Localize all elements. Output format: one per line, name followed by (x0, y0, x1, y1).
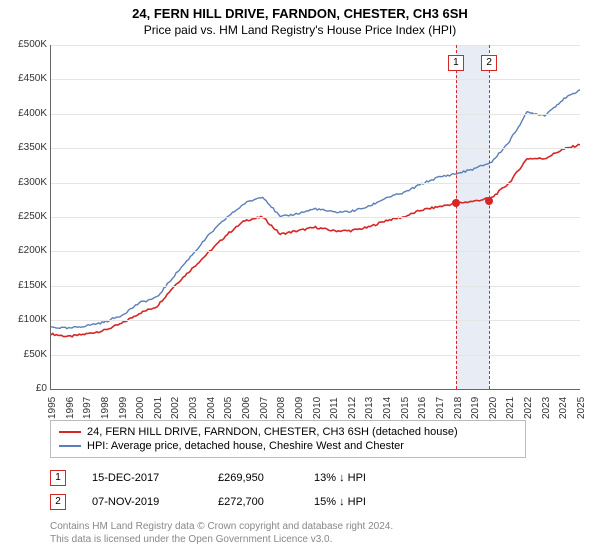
x-axis-tick-label: 2023 (541, 397, 552, 419)
x-axis-tick-label: 1995 (47, 397, 58, 419)
x-axis-tick-label: 2008 (276, 397, 287, 419)
series-line-property (51, 144, 580, 336)
sale-marker-box: 1 (448, 55, 464, 71)
sale-row-marker: 1 (50, 470, 66, 486)
gridline (51, 251, 580, 252)
gridline (51, 355, 580, 356)
x-axis-tick-label: 2022 (523, 397, 534, 419)
gridline (51, 45, 580, 46)
x-axis-tick-label: 2009 (294, 397, 305, 419)
x-axis-tick-label: 2024 (558, 397, 569, 419)
chart-title: 24, FERN HILL DRIVE, FARNDON, CHESTER, C… (0, 0, 600, 21)
x-axis-tick-label: 1998 (100, 397, 111, 419)
sale-row: 1 15-DEC-2017 £269,950 13% ↓ HPI (50, 466, 414, 490)
legend-label: 24, FERN HILL DRIVE, FARNDON, CHESTER, C… (87, 426, 458, 438)
sale-price: £269,950 (218, 472, 288, 484)
x-axis-tick-label: 1999 (118, 397, 129, 419)
gridline (51, 217, 580, 218)
x-axis-tick-label: 2014 (382, 397, 393, 419)
y-axis-tick-label: £150K (1, 280, 47, 291)
gridline (51, 79, 580, 80)
footer-line2: This data is licensed under the Open Gov… (50, 533, 393, 546)
x-axis-tick-label: 2010 (312, 397, 323, 419)
x-axis-tick-label: 2017 (435, 397, 446, 419)
y-axis-tick-label: £0 (1, 383, 47, 394)
sale-marker-line (456, 45, 457, 389)
y-axis-tick-label: £400K (1, 108, 47, 119)
x-axis-tick-label: 2000 (135, 397, 146, 419)
x-axis-tick-label: 2025 (576, 397, 587, 419)
x-axis-tick-label: 2016 (417, 397, 428, 419)
y-axis-tick-label: £50K (1, 349, 47, 360)
sale-row-marker: 2 (50, 494, 66, 510)
legend-row: HPI: Average price, detached house, Ches… (59, 439, 517, 453)
plot-region: £0£50K£100K£150K£200K£250K£300K£350K£400… (50, 45, 580, 390)
sale-price: £272,700 (218, 496, 288, 508)
sale-diff: 15% ↓ HPI (314, 496, 414, 508)
series-line-hpi (51, 90, 580, 329)
gridline (51, 286, 580, 287)
legend: 24, FERN HILL DRIVE, FARNDON, CHESTER, C… (50, 420, 526, 458)
x-axis-tick-label: 2021 (505, 397, 516, 419)
sale-row: 2 07-NOV-2019 £272,700 15% ↓ HPI (50, 490, 414, 514)
chart-area: £0£50K£100K£150K£200K£250K£300K£350K£400… (50, 45, 580, 410)
footer-line1: Contains HM Land Registry data © Crown c… (50, 520, 393, 533)
x-axis-tick-label: 2019 (470, 397, 481, 419)
sale-date: 07-NOV-2019 (92, 496, 192, 508)
x-axis-tick-label: 2006 (241, 397, 252, 419)
x-axis-tick-label: 2002 (170, 397, 181, 419)
sale-date: 15-DEC-2017 (92, 472, 192, 484)
legend-swatch (59, 431, 81, 433)
gridline (51, 183, 580, 184)
chart-subtitle: Price paid vs. HM Land Registry's House … (0, 21, 600, 41)
y-axis-tick-label: £100K (1, 314, 47, 325)
x-axis-tick-label: 2005 (223, 397, 234, 419)
y-axis-tick-label: £250K (1, 211, 47, 222)
footer-text: Contains HM Land Registry data © Crown c… (50, 520, 393, 546)
legend-row: 24, FERN HILL DRIVE, FARNDON, CHESTER, C… (59, 425, 517, 439)
gridline (51, 114, 580, 115)
x-axis-tick-label: 2013 (364, 397, 375, 419)
y-axis-tick-label: £300K (1, 177, 47, 188)
x-axis-tick-label: 2012 (347, 397, 358, 419)
x-axis-tick-label: 1997 (82, 397, 93, 419)
x-axis-tick-label: 2011 (329, 397, 340, 419)
x-axis-tick-label: 2015 (400, 397, 411, 419)
x-axis-tick-label: 2001 (153, 397, 164, 419)
chart-container: 24, FERN HILL DRIVE, FARNDON, CHESTER, C… (0, 0, 600, 560)
sale-marker-line (489, 45, 490, 389)
sale-marker-dot (485, 197, 493, 205)
sale-marker-box: 2 (481, 55, 497, 71)
x-axis-tick-label: 2018 (453, 397, 464, 419)
gridline (51, 148, 580, 149)
x-axis-tick-label: 2007 (259, 397, 270, 419)
x-axis-tick-label: 1996 (65, 397, 76, 419)
x-axis-tick-label: 2020 (488, 397, 499, 419)
y-axis-tick-label: £450K (1, 73, 47, 84)
y-axis-tick-label: £500K (1, 39, 47, 50)
x-axis-tick-label: 2004 (206, 397, 217, 419)
sales-table: 1 15-DEC-2017 £269,950 13% ↓ HPI 2 07-NOV-201… (50, 466, 414, 514)
gridline (51, 320, 580, 321)
y-axis-tick-label: £200K (1, 245, 47, 256)
legend-label: HPI: Average price, detached house, Ches… (87, 440, 404, 452)
sale-marker-dot (452, 199, 460, 207)
sale-diff: 13% ↓ HPI (314, 472, 414, 484)
legend-swatch (59, 445, 81, 447)
x-axis-tick-label: 2003 (188, 397, 199, 419)
y-axis-tick-label: £350K (1, 142, 47, 153)
